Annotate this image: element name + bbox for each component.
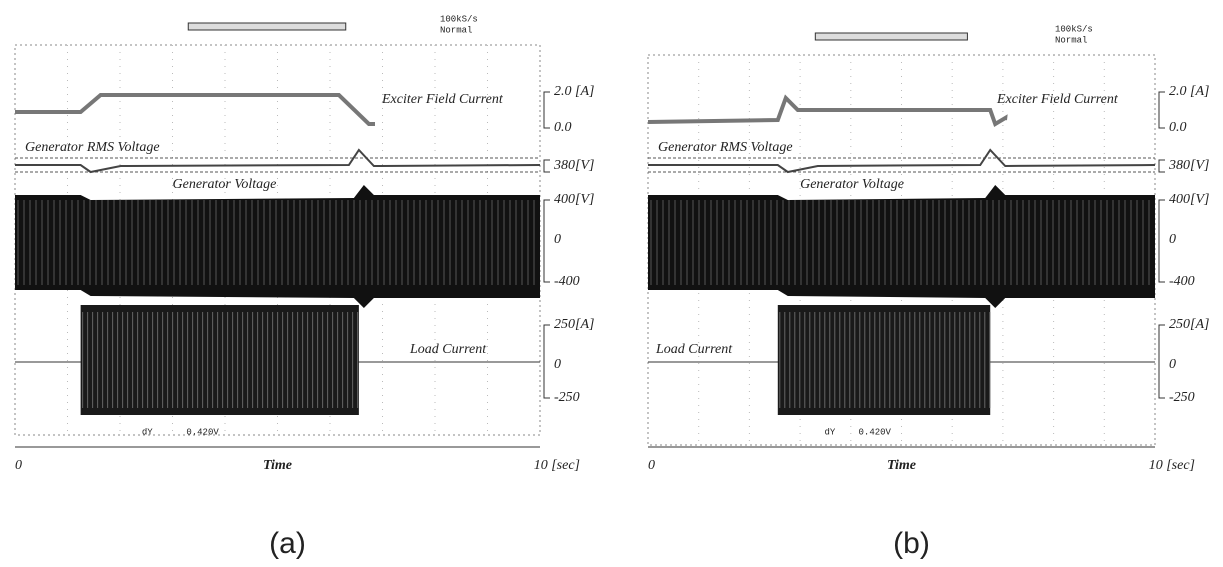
cursor-value: 0.420V <box>186 427 219 437</box>
trace-label: Generator Voltage <box>800 177 904 192</box>
x-title: Time <box>887 458 916 473</box>
trace-label: Exciter Field Current <box>996 92 1119 107</box>
trace-label: Generator RMS Voltage <box>658 140 793 155</box>
cursor-label: dY <box>825 427 836 437</box>
trace-label: Generator Voltage <box>173 177 277 192</box>
trace-label: Load Current <box>409 342 487 357</box>
scale-label: 0 <box>554 357 561 372</box>
scale-bracket <box>544 92 550 128</box>
scale-bracket <box>544 325 550 398</box>
header-rate: 100kS/s <box>1055 24 1093 34</box>
scale-label: 380[V] <box>1168 158 1209 173</box>
exciter-trace <box>648 98 1005 124</box>
x-start: 0 <box>15 458 22 473</box>
scale-label: -250 <box>554 390 580 405</box>
x-end: 10 [sec] <box>534 458 580 473</box>
scale-bracket <box>1159 200 1165 282</box>
scale-label: 0.0 <box>1169 120 1187 135</box>
scale-bracket <box>1159 325 1165 398</box>
scale-label: 250[A] <box>554 317 594 332</box>
scale-label: 250[A] <box>1169 317 1209 332</box>
cursor-label: dY <box>142 427 153 437</box>
header-rate: 100kS/s <box>440 14 478 24</box>
header-mode: Normal <box>1055 35 1087 45</box>
trace-label: Exciter Field Current <box>381 92 504 107</box>
x-end: 10 [sec] <box>1149 458 1195 473</box>
cursor-value: 0.420V <box>859 427 892 437</box>
x-start: 0 <box>648 458 655 473</box>
trace-label: Load Current <box>655 342 733 357</box>
trace-label: Generator RMS Voltage <box>25 140 160 155</box>
voltage-band <box>648 185 1155 308</box>
scale-label: 0 <box>1169 357 1176 372</box>
scale-label: 400[V] <box>554 192 594 207</box>
scale-bracket <box>1159 92 1165 128</box>
scale-bracket <box>544 160 550 172</box>
scale-label: 0.0 <box>554 120 572 135</box>
scale-label: -400 <box>554 274 580 289</box>
scale-label: -400 <box>1169 274 1195 289</box>
scale-bracket <box>1159 160 1165 172</box>
caption: (b) <box>893 527 930 560</box>
exciter-trace <box>15 95 375 124</box>
scale-label: 380[V] <box>553 158 594 173</box>
scale-label: 0 <box>1169 232 1176 247</box>
header-mode: Normal <box>440 25 472 35</box>
scale-label: 2.0 [A] <box>554 84 594 99</box>
scale-bracket <box>544 200 550 282</box>
record-bar <box>815 33 967 40</box>
scale-label: 400[V] <box>1169 192 1209 207</box>
voltage-band <box>15 185 540 308</box>
scale-label: 2.0 [A] <box>1169 84 1209 99</box>
figure: 100kS/sNormalExciter Field CurrentGenera… <box>0 0 1223 567</box>
scale-label: -250 <box>1169 390 1195 405</box>
caption: (a) <box>269 527 306 560</box>
scale-label: 0 <box>554 232 561 247</box>
x-title: Time <box>263 458 292 473</box>
record-bar <box>188 23 346 30</box>
